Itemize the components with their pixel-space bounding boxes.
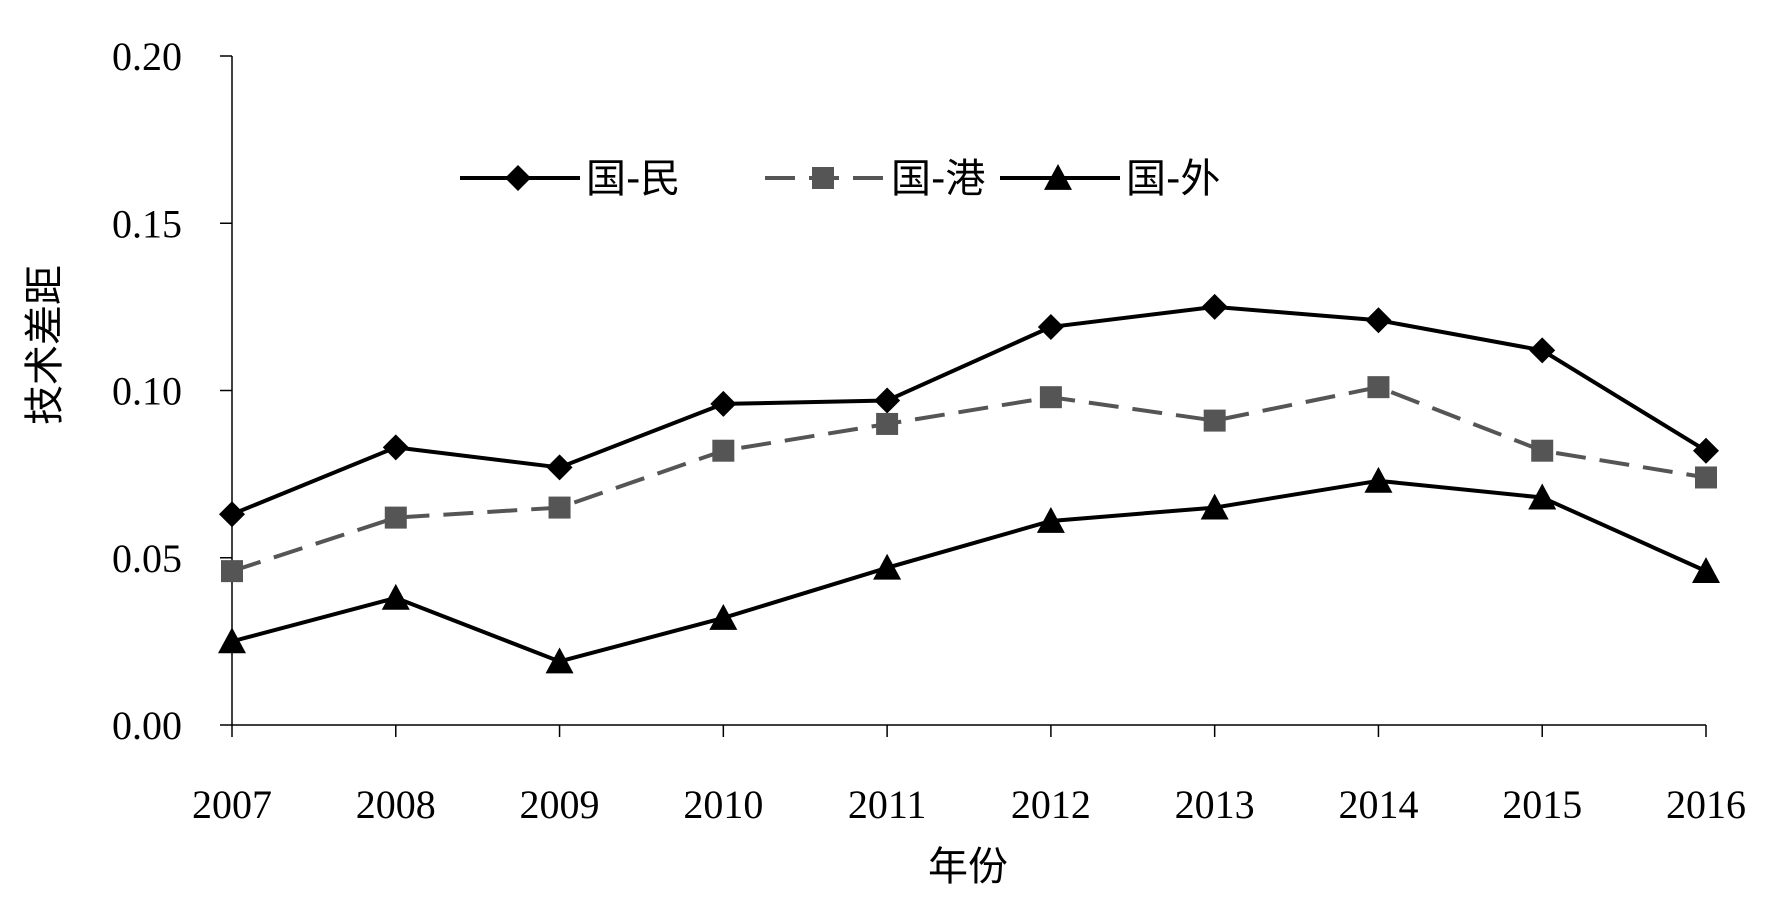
x-tick-label: 2014 xyxy=(1338,782,1418,827)
x-tick-label: 2016 xyxy=(1666,782,1746,827)
data-point-marker xyxy=(1203,409,1226,432)
data-point-marker xyxy=(384,506,407,529)
x-tick-label: 2012 xyxy=(1011,782,1091,827)
series-2 xyxy=(221,376,1717,583)
data-point-marker xyxy=(1531,439,1554,462)
data-point-marker xyxy=(1200,493,1229,520)
x-tick-label: 2011 xyxy=(848,782,927,827)
x-tick-label: 2008 xyxy=(356,782,436,827)
legend-marker xyxy=(1044,164,1072,190)
y-tick-label: 0.15 xyxy=(112,201,182,246)
data-point-marker xyxy=(381,583,410,610)
x-tick-label: 2015 xyxy=(1502,782,1582,827)
data-point-marker xyxy=(1037,313,1064,340)
x-tick-label: 2010 xyxy=(683,782,763,827)
data-point-marker xyxy=(1365,307,1392,334)
data-point-marker xyxy=(545,647,574,674)
data-point-marker xyxy=(876,412,899,435)
data-point-marker xyxy=(1036,506,1065,533)
x-axis-title: 年份 xyxy=(928,844,1008,890)
data-point-marker xyxy=(218,627,246,654)
legend-entry-3: 国-外 xyxy=(1000,156,1220,202)
y-tick-label: 0.05 xyxy=(112,536,182,581)
data-point-marker xyxy=(1367,376,1390,399)
series-line xyxy=(231,304,1708,517)
x-axis-ticks: 2007 2008 2009 2010 2011 2012 2013 2014 2015 2016 xyxy=(192,725,1746,827)
y-axis-title: 技术差距 xyxy=(22,265,68,425)
data-point-marker xyxy=(873,553,902,580)
data-point-marker xyxy=(546,454,573,481)
data-point-marker xyxy=(548,496,571,519)
data-point-marker xyxy=(221,560,243,583)
data-point-marker xyxy=(1692,557,1720,584)
data-point-marker xyxy=(1529,337,1556,364)
legend-marker xyxy=(505,165,531,191)
legend-label: 国-民 xyxy=(586,156,680,202)
data-point-marker xyxy=(219,501,245,528)
data-point-marker xyxy=(709,603,738,630)
data-point-marker xyxy=(1693,437,1719,464)
y-tick-label: 0.10 xyxy=(112,369,182,414)
y-tick-label: 0.00 xyxy=(112,703,182,748)
data-point-marker xyxy=(382,434,409,461)
data-point-marker xyxy=(710,390,737,417)
legend-marker xyxy=(812,167,834,189)
series-line xyxy=(231,478,1707,664)
series-1 xyxy=(219,293,1719,528)
data-point-marker xyxy=(712,439,735,462)
y-axis-ticks: 0.00 0.05 0.10 0.15 0.20 xyxy=(112,34,232,748)
data-point-marker xyxy=(1201,293,1228,320)
data-point-marker xyxy=(874,387,901,414)
legend: 国-民 国-港 国-外 xyxy=(460,156,1220,202)
series-3 xyxy=(218,466,1720,674)
legend-entry-2: 国-港 xyxy=(765,156,985,202)
data-point-marker xyxy=(1695,466,1717,489)
data-point-marker xyxy=(1528,483,1557,510)
data-point-marker xyxy=(1364,466,1393,493)
x-tick-label: 2007 xyxy=(192,782,272,827)
legend-label: 国-外 xyxy=(1126,156,1220,202)
y-tick-label: 0.20 xyxy=(112,34,182,79)
series-line xyxy=(231,385,1707,574)
legend-label: 国-港 xyxy=(891,156,985,202)
legend-entry-1: 国-民 xyxy=(460,156,680,202)
x-tick-label: 2013 xyxy=(1175,782,1255,827)
series-layer xyxy=(218,293,1720,674)
x-tick-label: 2009 xyxy=(520,782,600,827)
data-point-marker xyxy=(1039,386,1062,409)
